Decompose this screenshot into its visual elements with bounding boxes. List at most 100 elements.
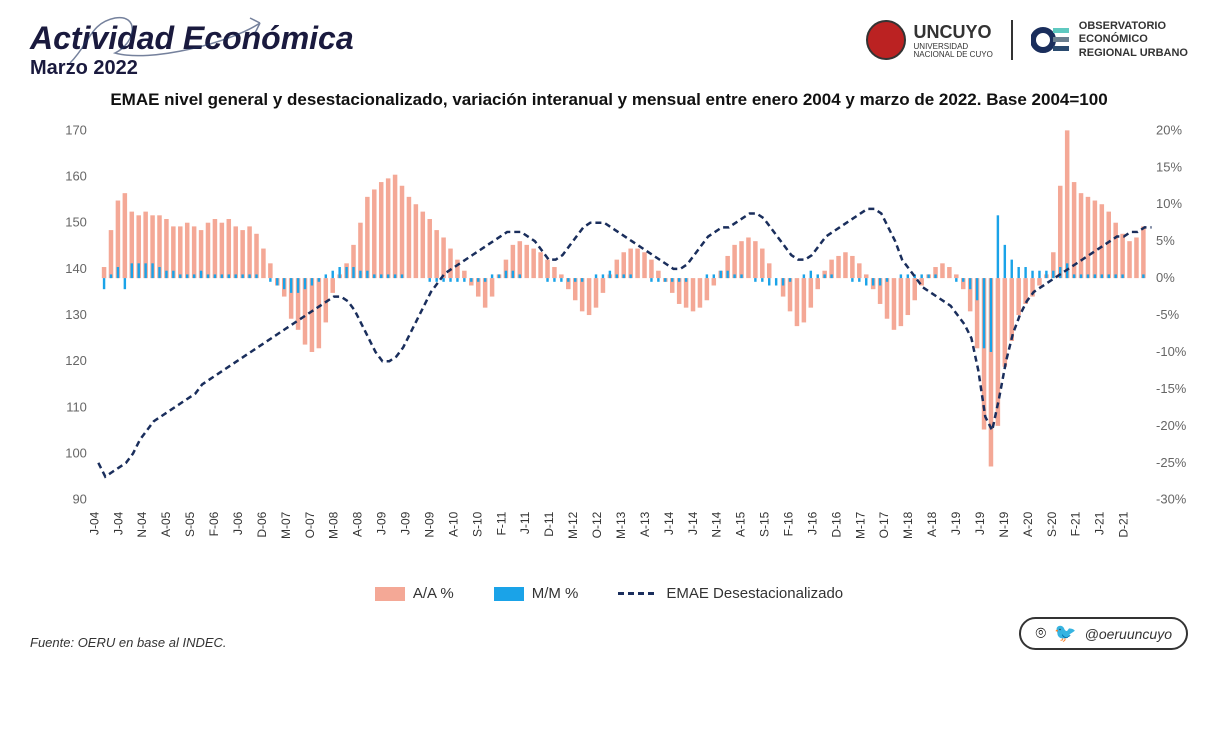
svg-text:O-17: O-17 (877, 511, 891, 538)
svg-text:-5%: -5% (1156, 307, 1180, 322)
social-badge: ⌾ 🐦 @oeruuncuyo (1019, 617, 1188, 650)
svg-text:100: 100 (65, 446, 87, 461)
svg-text:M-07: M-07 (279, 511, 293, 539)
legend-aa: A/A % (375, 585, 454, 602)
logo-uncuyo: UNCUYO UNIVERSIDAD NACIONAL DE CUYO (866, 20, 993, 60)
svg-text:160: 160 (65, 169, 87, 184)
svg-text:F-21: F-21 (1069, 511, 1083, 536)
legend-emae-label: EMAE Desestacionalizado (666, 585, 843, 602)
legend-aa-swatch (375, 587, 405, 601)
svg-text:M-18: M-18 (901, 511, 915, 539)
chart-area: 90 100 110 120 130 140 150 160 170 -30% -25% -20% -1… (30, 120, 1188, 560)
chart-title: EMAE nivel general y desestacionalizado,… (30, 90, 1188, 110)
svg-text:S-05: S-05 (183, 511, 197, 537)
svg-text:110: 110 (66, 399, 87, 414)
title-block: Actividad Económica Marzo 2022 (30, 20, 354, 80)
legend-mm-label: M/M % (532, 585, 579, 602)
header: Actividad Económica Marzo 2022 UNCUYO UN… (30, 20, 1188, 80)
svg-text:-30%: -30% (1156, 492, 1187, 507)
legend: A/A % M/M % EMAE Desestacionalizado (30, 585, 1188, 602)
svg-text:170: 170 (65, 122, 87, 137)
svg-text:J-16: J-16 (805, 511, 819, 535)
svg-text:S-15: S-15 (758, 511, 772, 537)
svg-text:N-09: N-09 (422, 511, 436, 537)
social-handle: @oeruuncuyo (1085, 626, 1172, 642)
svg-text:-15%: -15% (1156, 381, 1187, 396)
svg-text:M-12: M-12 (566, 511, 580, 539)
legend-emae-swatch (618, 592, 658, 595)
svg-text:A-20: A-20 (1021, 511, 1035, 537)
svg-text:-10%: -10% (1156, 344, 1187, 359)
svg-text:J-09: J-09 (375, 511, 389, 535)
svg-text:A-10: A-10 (446, 511, 460, 537)
uncuyo-sub2: NACIONAL DE CUYO (914, 51, 993, 59)
svg-text:N-19: N-19 (997, 511, 1011, 537)
svg-text:20%: 20% (1156, 122, 1182, 137)
page-container: Actividad Económica Marzo 2022 UNCUYO UN… (0, 0, 1218, 732)
oeru-text: OBSERVATORIO ECONÓMICO REGIONAL URBANO (1079, 20, 1188, 60)
svg-text:F-06: F-06 (207, 511, 221, 536)
svg-text:O-12: O-12 (590, 511, 604, 538)
svg-text:0%: 0% (1156, 270, 1175, 285)
svg-text:10%: 10% (1156, 196, 1182, 211)
svg-text:A-18: A-18 (925, 511, 939, 537)
logos: UNCUYO UNIVERSIDAD NACIONAL DE CUYO OBSE… (866, 20, 1188, 60)
legend-emae: EMAE Desestacionalizado (618, 585, 843, 602)
svg-text:D-11: D-11 (542, 511, 556, 536)
svg-text:D-16: D-16 (829, 511, 843, 537)
svg-text:J-11: J-11 (518, 511, 532, 534)
legend-mm: M/M % (494, 585, 579, 602)
svg-text:N-04: N-04 (135, 511, 149, 537)
svg-text:A-15: A-15 (734, 511, 748, 537)
svg-text:15%: 15% (1156, 159, 1182, 174)
oeru-line1: OBSERVATORIO (1079, 20, 1188, 33)
svg-text:150: 150 (65, 215, 87, 230)
svg-text:J-09: J-09 (399, 511, 413, 535)
svg-text:D-21: D-21 (1117, 511, 1131, 537)
svg-text:120: 120 (65, 353, 87, 368)
svg-text:F-16: F-16 (781, 511, 795, 536)
svg-text:O-07: O-07 (303, 511, 317, 538)
legend-mm-swatch (494, 587, 524, 601)
logo-oeru: OBSERVATORIO ECONÓMICO REGIONAL URBANO (1031, 20, 1188, 60)
svg-text:F-11: F-11 (494, 511, 508, 535)
svg-text:J-14: J-14 (686, 511, 700, 535)
chart-svg: 90 100 110 120 130 140 150 160 170 -30% -25% -20% -1… (30, 120, 1188, 560)
svg-text:N-14: N-14 (710, 511, 724, 537)
svg-text:J-19: J-19 (949, 511, 963, 535)
svg-text:M-13: M-13 (614, 511, 628, 539)
svg-text:-20%: -20% (1156, 418, 1187, 433)
svg-text:A-08: A-08 (351, 511, 365, 537)
svg-text:140: 140 (65, 261, 87, 276)
svg-text:J-06: J-06 (231, 511, 245, 535)
source-text: Fuente: OERU en base al INDEC. (30, 635, 227, 650)
svg-text:A-05: A-05 (159, 511, 173, 537)
svg-text:M-17: M-17 (853, 511, 867, 539)
svg-text:J-19: J-19 (973, 511, 987, 535)
logo-separator (1011, 20, 1013, 60)
twitter-icon: 🐦 (1054, 623, 1076, 644)
main-title: Actividad Económica (30, 20, 354, 57)
svg-text:130: 130 (65, 307, 87, 322)
svg-text:S-10: S-10 (470, 511, 484, 537)
svg-text:J-14: J-14 (662, 511, 676, 535)
instagram-icon: ⌾ (1035, 623, 1046, 644)
subtitle: Marzo 2022 (30, 57, 354, 80)
svg-text:J-04: J-04 (111, 511, 125, 535)
uncuyo-seal-icon (866, 20, 906, 60)
uncuyo-main: UNCUYO (914, 22, 993, 43)
svg-text:J-04: J-04 (87, 511, 101, 535)
svg-text:M-08: M-08 (327, 511, 341, 539)
legend-aa-label: A/A % (413, 585, 454, 602)
uncuyo-text: UNCUYO UNIVERSIDAD NACIONAL DE CUYO (914, 22, 993, 59)
oeru-icon (1031, 24, 1071, 56)
svg-text:A-13: A-13 (638, 511, 652, 537)
svg-text:J-21: J-21 (1093, 511, 1107, 535)
oeru-line3: REGIONAL URBANO (1079, 47, 1188, 60)
svg-text:D-06: D-06 (255, 511, 269, 537)
svg-text:5%: 5% (1156, 233, 1175, 248)
svg-text:-25%: -25% (1156, 455, 1187, 470)
footer: Fuente: OERU en base al INDEC. ⌾ 🐦 @oeru… (30, 617, 1188, 650)
svg-text:90: 90 (72, 492, 86, 507)
svg-text:S-20: S-20 (1045, 511, 1059, 537)
